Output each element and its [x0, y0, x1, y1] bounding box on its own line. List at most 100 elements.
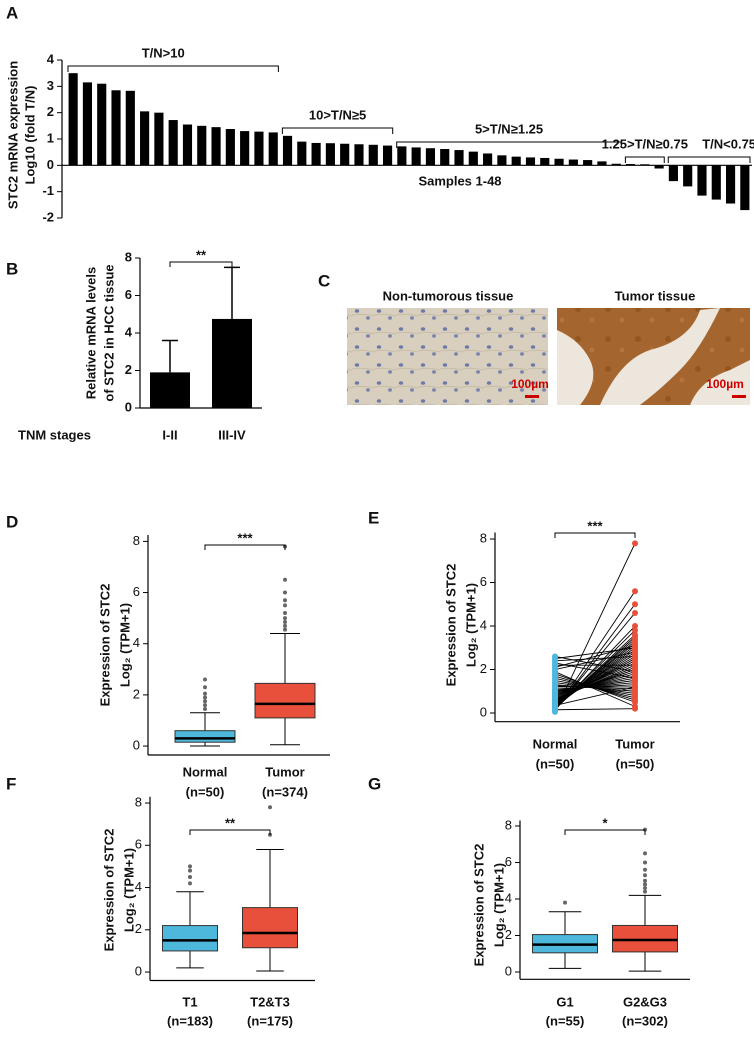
significance-label: *	[602, 815, 608, 830]
bar	[540, 157, 550, 166]
bar	[382, 145, 393, 166]
annotation: 1.25>T/N≥0.75	[602, 136, 688, 151]
point	[632, 588, 638, 595]
panel-letter: B	[6, 259, 18, 278]
y-tick-label: 8	[125, 249, 132, 264]
bar	[340, 143, 350, 166]
bar	[211, 127, 221, 166]
n-label: (n=55)	[546, 1013, 585, 1028]
x-tick-label: G2&G3	[623, 994, 667, 1009]
bar	[654, 165, 664, 169]
outlier	[203, 685, 207, 690]
bracket	[624, 156, 665, 163]
image-title: Non-tumorous tissue	[383, 288, 514, 303]
bracket	[667, 156, 751, 163]
point	[632, 609, 638, 616]
bar	[182, 124, 193, 166]
pair-line	[554, 686, 636, 706]
bar	[154, 112, 164, 166]
y-axis-label: Log₂ (TPM+1)	[463, 583, 478, 667]
outlier	[643, 886, 647, 891]
y-tick-label: 0	[47, 157, 54, 172]
y-tick-label: 4	[480, 617, 487, 632]
bar	[740, 165, 750, 211]
bar	[511, 156, 521, 166]
bar	[454, 150, 464, 166]
n-label: (n=50)	[536, 756, 575, 771]
point	[552, 702, 558, 709]
pair-line	[554, 677, 636, 693]
bar	[82, 82, 93, 166]
y-tick-label: 0	[480, 704, 487, 719]
panel-letter: E	[368, 508, 379, 527]
bar	[625, 164, 636, 166]
bracket	[281, 127, 394, 134]
x-tick-label: Tumor	[615, 736, 654, 751]
pair-line	[554, 656, 636, 673]
y-tick-label: 6	[125, 287, 132, 302]
x-tick-label: Tumor	[265, 764, 304, 779]
point	[552, 706, 558, 713]
pair-line	[554, 653, 636, 705]
point	[632, 675, 638, 682]
bar	[640, 164, 650, 166]
pair-line	[554, 669, 636, 698]
point	[632, 601, 638, 608]
stroma	[557, 308, 750, 405]
outlier	[643, 851, 647, 856]
bar	[554, 158, 564, 166]
y-tick-label: 1	[47, 130, 54, 145]
bracket	[396, 141, 622, 148]
panel-letter: D	[6, 512, 18, 531]
y-tick-label: 2	[505, 927, 512, 942]
x-tick-label: Normal	[183, 764, 228, 779]
y-axis-label: Relative mRNA levels	[83, 267, 98, 399]
outlier	[203, 695, 207, 700]
point	[632, 699, 638, 706]
point	[632, 540, 638, 547]
pair-line	[554, 673, 636, 695]
y-tick-label: 0	[125, 399, 132, 414]
bar	[225, 128, 235, 166]
bar	[440, 149, 450, 166]
significance-bracket	[564, 829, 646, 835]
y-axis-label: STC2 mRNA expression	[5, 61, 20, 209]
point	[632, 683, 638, 690]
y-tick-label: 4	[133, 635, 140, 650]
outlier	[188, 864, 192, 869]
y-tick-label: 4	[505, 890, 512, 905]
n-label: (n=183)	[167, 1013, 213, 1028]
bar	[611, 163, 621, 166]
outlier	[203, 706, 207, 711]
y-tick-label: 0	[135, 963, 142, 978]
x-axis-label: Samples 1-48	[418, 173, 501, 188]
bar	[583, 160, 593, 166]
y-axis-label: Expression of STC2	[471, 844, 486, 967]
bar	[711, 165, 721, 200]
y-tick-label: 8	[135, 794, 142, 809]
scale-bar-label: 100µm	[511, 377, 549, 391]
bar	[468, 151, 478, 166]
outlier	[643, 878, 647, 883]
bar	[212, 318, 252, 408]
y-tick-label: -1	[42, 183, 54, 198]
outlier	[188, 868, 192, 873]
y-tick-label: 8	[480, 530, 487, 545]
pair-line	[554, 656, 636, 662]
outlier	[203, 703, 207, 708]
y-tick-label: 3	[47, 78, 54, 93]
pair-line	[554, 671, 636, 707]
y-tick-label: 2	[480, 661, 487, 676]
y-tick-label: 2	[125, 362, 132, 377]
panel-letter: F	[6, 774, 16, 793]
bar	[140, 111, 150, 166]
annotation: T/N<0.75	[702, 136, 754, 151]
x-tick-label: T1	[182, 994, 197, 1009]
bar	[368, 144, 378, 166]
significance-bracket	[204, 544, 286, 550]
point	[632, 649, 638, 656]
outlier	[283, 616, 287, 621]
bar	[354, 144, 364, 166]
bracket	[67, 65, 279, 72]
x-tick-label: III-IV	[218, 427, 246, 442]
